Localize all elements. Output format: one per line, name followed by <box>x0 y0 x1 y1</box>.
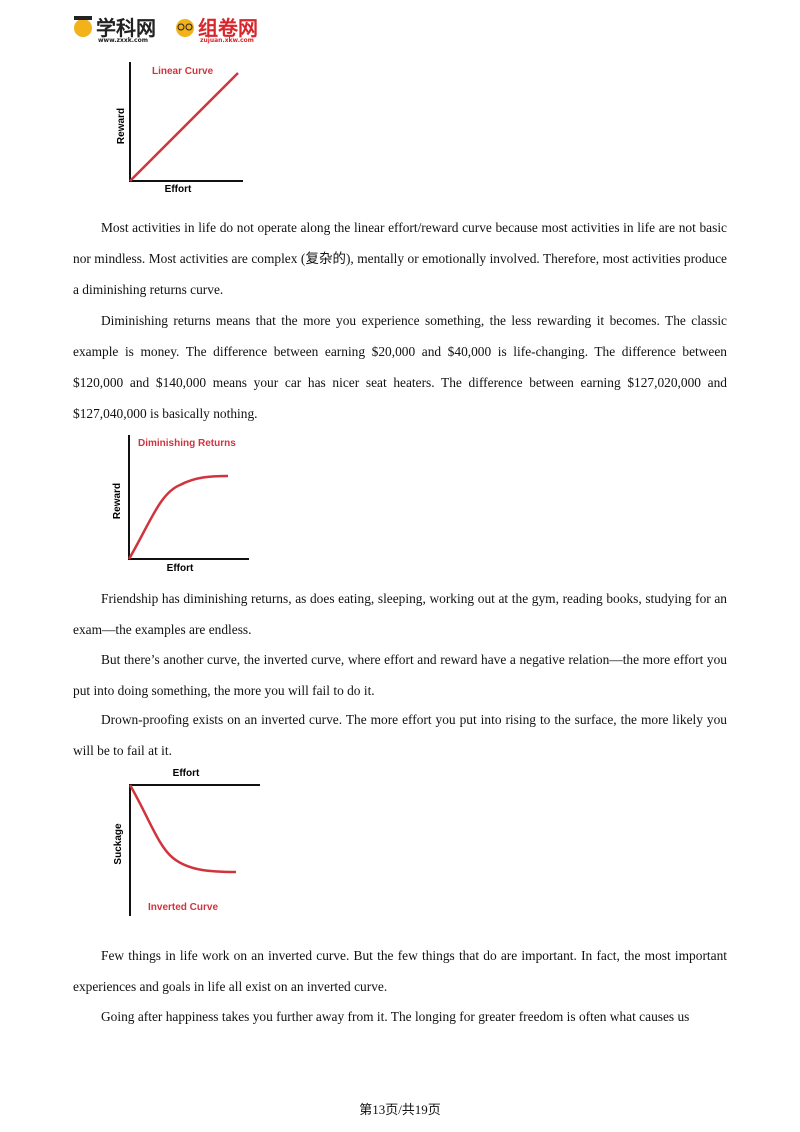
figure-inverted: Effort Suckage Inverted Curve <box>113 768 260 916</box>
paragraph: But there’s another curve, the inverted … <box>73 652 727 698</box>
logo-url: www.zxxk.com <box>98 37 148 44</box>
figure-title: Inverted Curve <box>148 902 218 913</box>
logo-text: 组卷网 <box>198 16 258 40</box>
logo-text: 学科网 <box>96 16 156 40</box>
x-label: Effort <box>173 768 200 779</box>
figure-linear: Linear Curve Reward Effort <box>116 62 243 195</box>
paragraph: Few things in life work on an inverted c… <box>73 948 727 994</box>
paragraph: Most activities in life do not operate a… <box>73 220 727 297</box>
paragraph: Diminishing returns means that the more … <box>73 313 727 421</box>
logo-icon <box>176 19 194 37</box>
figure-diminishing: Diminishing Returns Reward Effort <box>112 435 249 574</box>
x-label: Effort <box>167 563 194 574</box>
y-label: Suckage <box>113 823 124 865</box>
figure-title: Diminishing Returns <box>138 438 236 449</box>
logo-icon <box>74 16 92 37</box>
figure-title: Linear Curve <box>152 66 214 77</box>
paragraph: Going after happiness takes you further … <box>101 1009 690 1024</box>
y-label: Reward <box>116 108 127 144</box>
page-number: 第13页/共19页 <box>359 1102 441 1117</box>
logo-url: zujuan.xkw.com <box>200 37 254 44</box>
x-label: Effort <box>165 184 192 195</box>
paragraph: Friendship has diminishing returns, as d… <box>73 591 727 637</box>
y-label: Reward <box>112 483 123 519</box>
paragraph: Drown-proofing exists on an inverted cur… <box>73 712 727 758</box>
